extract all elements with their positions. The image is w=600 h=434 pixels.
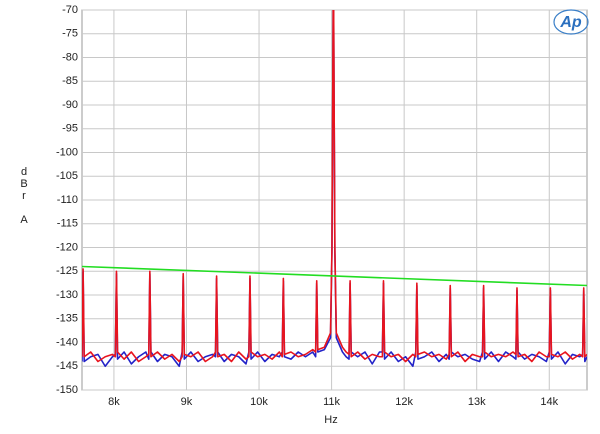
y-axis-label: dBr A bbox=[18, 166, 30, 226]
y-tick-label: -140 bbox=[56, 336, 78, 348]
y-tick-label: -100 bbox=[56, 146, 78, 158]
y-tick-label: -80 bbox=[62, 51, 78, 63]
y-tick-label: -115 bbox=[57, 218, 78, 230]
x-tick-label: 8k bbox=[108, 396, 120, 408]
y-tick-label: -95 bbox=[62, 123, 78, 135]
y-tick-label: -75 bbox=[62, 28, 78, 40]
y-tick-label: -125 bbox=[56, 265, 78, 277]
x-tick-label: 9k bbox=[181, 396, 193, 408]
x-tick-label: 10k bbox=[250, 396, 268, 408]
y-tick-label: -120 bbox=[56, 241, 78, 253]
x-tick-label: 12k bbox=[395, 396, 413, 408]
y-tick-label: -135 bbox=[56, 313, 78, 325]
y-tick-label: -150 bbox=[56, 384, 78, 396]
y-tick-label: -105 bbox=[56, 170, 78, 182]
x-tick-label: 11k bbox=[323, 396, 340, 408]
x-tick-label: 13k bbox=[468, 396, 486, 408]
logo: Ap bbox=[559, 14, 582, 31]
y-tick-label: -145 bbox=[56, 360, 78, 372]
x-axis-label: Hz bbox=[324, 414, 337, 426]
series-line bbox=[82, 265, 587, 287]
x-tick-label: 14k bbox=[540, 396, 558, 408]
series-line bbox=[82, 10, 587, 363]
y-tick-label: -130 bbox=[56, 289, 78, 301]
y-tick-label: -85 bbox=[62, 75, 78, 87]
logo-ring bbox=[553, 9, 589, 35]
y-tick-label: -110 bbox=[57, 194, 78, 206]
y-tick-label: -70 bbox=[62, 4, 78, 16]
y-tick-label: -90 bbox=[62, 99, 78, 111]
